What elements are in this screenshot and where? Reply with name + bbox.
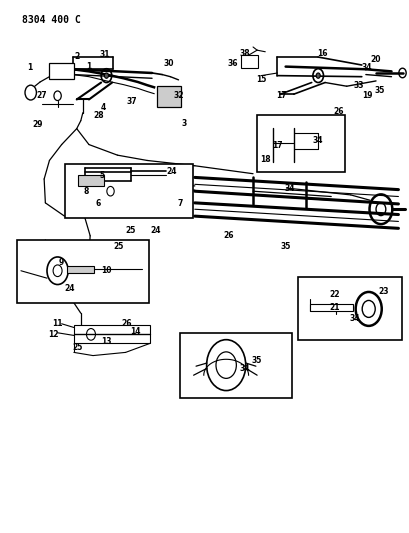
Bar: [78, 175, 104, 186]
Text: 30: 30: [163, 60, 173, 68]
Bar: [67, 266, 94, 273]
Bar: [256, 115, 344, 172]
Text: 21: 21: [328, 303, 339, 312]
Text: 22: 22: [328, 289, 339, 298]
Text: 25: 25: [113, 242, 124, 251]
Text: 18: 18: [259, 155, 270, 164]
Text: 3: 3: [182, 119, 187, 128]
Text: 16: 16: [316, 49, 327, 58]
Bar: [49, 63, 74, 79]
Text: 4: 4: [100, 103, 106, 112]
Text: 25: 25: [126, 226, 136, 235]
Text: 8304 400 C: 8304 400 C: [22, 14, 80, 25]
Text: 9: 9: [59, 258, 64, 266]
Circle shape: [315, 73, 319, 78]
Text: 8: 8: [83, 187, 89, 196]
Text: 1: 1: [27, 63, 32, 72]
Bar: [240, 55, 257, 68]
Text: 25: 25: [72, 343, 83, 352]
Text: 29: 29: [32, 120, 43, 129]
Text: 20: 20: [369, 55, 380, 64]
Text: 6: 6: [95, 199, 101, 208]
Text: 36: 36: [227, 60, 237, 68]
Text: 19: 19: [361, 91, 371, 100]
Text: 34: 34: [361, 63, 371, 72]
Bar: [179, 333, 291, 398]
Text: 34: 34: [239, 364, 249, 373]
Text: 34: 34: [312, 136, 323, 145]
Bar: [17, 240, 149, 303]
Text: 35: 35: [373, 86, 384, 95]
Text: 34: 34: [349, 314, 359, 323]
Bar: [309, 304, 352, 311]
Circle shape: [104, 73, 108, 78]
Text: 5: 5: [99, 171, 105, 180]
Text: 35: 35: [280, 242, 290, 251]
Bar: [74, 325, 150, 343]
Text: 34: 34: [284, 183, 294, 192]
Text: 15: 15: [255, 75, 266, 84]
Text: 13: 13: [101, 337, 111, 346]
Text: 32: 32: [173, 91, 183, 100]
Text: 24: 24: [64, 284, 75, 293]
Text: 10: 10: [101, 266, 111, 275]
Text: 7: 7: [177, 199, 182, 208]
Text: 14: 14: [129, 327, 140, 336]
Text: 11: 11: [52, 319, 63, 328]
Text: 2: 2: [74, 52, 79, 61]
Bar: [297, 277, 401, 340]
Bar: [64, 164, 192, 217]
Text: 37: 37: [126, 96, 137, 106]
Text: 28: 28: [94, 111, 104, 120]
Text: 1: 1: [86, 62, 91, 70]
Text: 26: 26: [223, 231, 233, 240]
Text: 35: 35: [251, 357, 262, 366]
Text: 17: 17: [272, 141, 282, 150]
Text: 26: 26: [333, 107, 343, 116]
Text: 33: 33: [353, 80, 363, 90]
Text: 23: 23: [377, 287, 388, 296]
Text: 12: 12: [48, 330, 58, 339]
Text: 27: 27: [37, 91, 47, 100]
Bar: [157, 86, 181, 108]
Text: 38: 38: [239, 49, 249, 58]
Text: 26: 26: [121, 319, 132, 328]
Text: 17: 17: [276, 91, 286, 100]
Text: 24: 24: [150, 226, 160, 235]
Text: 31: 31: [100, 50, 110, 59]
Text: 24: 24: [166, 166, 176, 175]
